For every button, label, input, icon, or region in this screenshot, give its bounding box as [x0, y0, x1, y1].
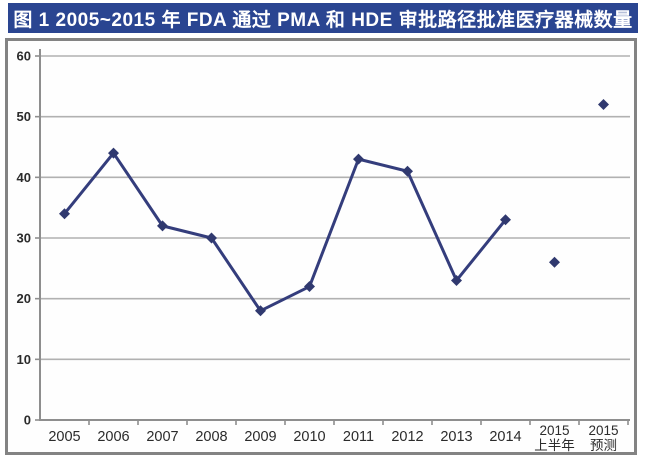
x-tick-label: 上半年 [534, 438, 575, 452]
data-point-marker [304, 281, 315, 293]
x-tick-label: 2010 [293, 429, 325, 445]
y-tick-label: 0 [24, 413, 31, 428]
y-tick-label: 60 [17, 49, 31, 64]
data-point-marker [157, 220, 168, 232]
data-point-marker [402, 165, 413, 177]
x-tick-label: 2009 [244, 429, 276, 445]
series-line [63, 151, 507, 313]
figure-title: 图 1 2005~2015 年 FDA 通过 PMA 和 HDE 审批路径批准医… [13, 9, 633, 31]
data-point-marker [500, 214, 511, 226]
data-point-marker [598, 99, 609, 111]
x-tick-label: 2008 [195, 429, 227, 445]
y-tick-label: 20 [17, 291, 31, 306]
data-point-marker [206, 232, 217, 244]
line-chart: 0 10 20 30 40 50 60 2005 2006 2007 2008 2009 2010 201… [17, 49, 630, 453]
y-tick-label: 40 [17, 170, 31, 185]
x-tick-label: 2012 [391, 429, 423, 445]
data-point-marker [59, 208, 70, 220]
x-tick-label: 2011 [343, 429, 374, 445]
data-point-marker [549, 256, 560, 268]
data-point-marker [353, 153, 364, 165]
data-point-marker [108, 147, 119, 159]
x-tick-label: 预测 [590, 438, 617, 452]
figure-title-bar: 图 1 2005~2015 年 FDA 通过 PMA 和 HDE 审批路径批准医… [8, 3, 638, 33]
x-tick-label: 2015 [588, 423, 618, 438]
data-point-marker [451, 274, 462, 286]
x-tick-label: 2006 [97, 429, 129, 445]
y-tick-label: 10 [17, 352, 31, 367]
chart-box: 0 10 20 30 40 50 60 2005 2006 2007 2008 2009 2010 201… [5, 38, 637, 455]
y-tick-label: 50 [17, 109, 31, 124]
x-tick-label: 2015 [539, 423, 569, 438]
y-tick-label: 30 [17, 231, 31, 246]
data-point-marker [255, 305, 266, 317]
x-tick-label: 2005 [48, 429, 80, 445]
x-tick-label: 2007 [146, 429, 178, 445]
x-tick-label: 2013 [440, 429, 472, 445]
x-tick-label: 2014 [489, 429, 521, 445]
